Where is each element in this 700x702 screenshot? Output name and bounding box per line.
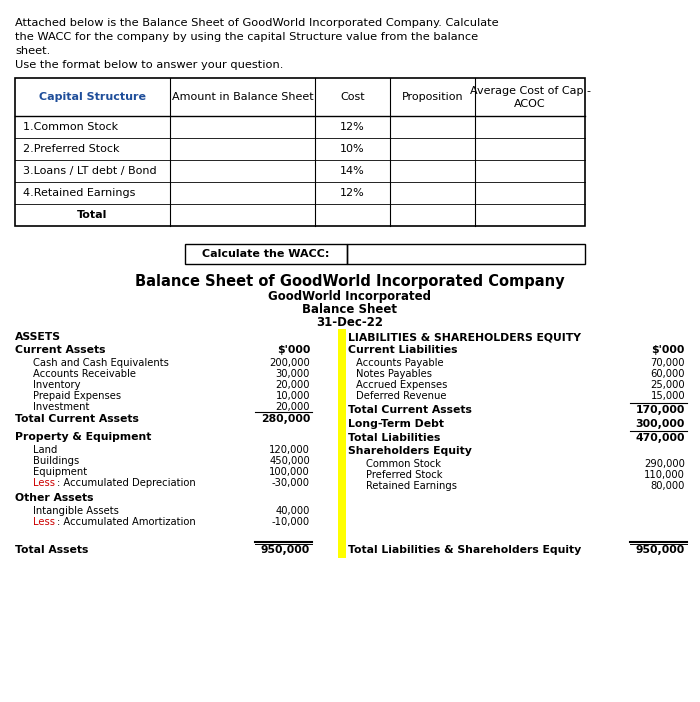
Text: ASSETS: ASSETS	[15, 332, 61, 342]
Text: 70,000: 70,000	[650, 358, 685, 368]
Text: -30,000: -30,000	[272, 478, 310, 488]
Text: Total Assets: Total Assets	[15, 545, 88, 555]
Text: Balance Sheet: Balance Sheet	[302, 303, 398, 316]
Text: 120,000: 120,000	[269, 445, 310, 455]
Text: Total Liabilities & Shareholders Equity: Total Liabilities & Shareholders Equity	[348, 545, 581, 555]
Text: 80,000: 80,000	[650, 481, 685, 491]
Text: Equipment: Equipment	[33, 467, 87, 477]
Text: Cost: Cost	[340, 92, 365, 102]
Text: Other Assets: Other Assets	[15, 493, 94, 503]
Text: 40,000: 40,000	[276, 506, 310, 516]
Text: Notes Payables: Notes Payables	[356, 369, 432, 379]
Text: 450,000: 450,000	[270, 456, 310, 466]
Text: Intangible Assets: Intangible Assets	[33, 506, 119, 516]
Text: 290,000: 290,000	[644, 459, 685, 469]
Text: Current Liabilities: Current Liabilities	[348, 345, 458, 355]
Text: 200,000: 200,000	[270, 358, 310, 368]
Text: Buildings: Buildings	[33, 456, 79, 466]
Text: : Accumulated Depreciation: : Accumulated Depreciation	[57, 478, 196, 488]
Text: ACOC: ACOC	[514, 99, 546, 109]
Text: 10%: 10%	[340, 144, 365, 154]
Text: Investment: Investment	[33, 402, 90, 412]
Text: Balance Sheet of GoodWorld Incorporated Company: Balance Sheet of GoodWorld Incorporated …	[135, 274, 565, 289]
Text: Total Current Assets: Total Current Assets	[348, 405, 472, 415]
Text: 100,000: 100,000	[270, 467, 310, 477]
Text: 30,000: 30,000	[276, 369, 310, 379]
Bar	[347, 244, 585, 264]
Bar	[185, 244, 347, 264]
Text: Use the format below to answer your question.: Use the format below to answer your ques…	[15, 60, 284, 70]
Text: 20,000: 20,000	[276, 402, 310, 412]
Text: Land: Land	[33, 445, 57, 455]
Text: $'000: $'000	[652, 345, 685, 355]
Text: Cash and Cash Equivalents: Cash and Cash Equivalents	[33, 358, 169, 368]
Text: Retained Earnings: Retained Earnings	[366, 481, 457, 491]
Text: Average Cost of Cap -: Average Cost of Cap -	[470, 86, 591, 96]
Text: 300,000: 300,000	[636, 419, 685, 429]
Text: Deferred Revenue: Deferred Revenue	[356, 391, 447, 401]
Text: Total Current Assets: Total Current Assets	[15, 414, 139, 424]
Text: Long-Term Debt: Long-Term Debt	[348, 419, 444, 429]
Text: 3.Loans / LT debt / Bond: 3.Loans / LT debt / Bond	[23, 166, 157, 176]
Text: Calculate the WACC:: Calculate the WACC:	[202, 249, 330, 259]
Text: Common Stock: Common Stock	[366, 459, 441, 469]
Text: sheet.: sheet.	[15, 46, 50, 56]
Text: 60,000: 60,000	[650, 369, 685, 379]
Text: Accrued Expenses: Accrued Expenses	[356, 380, 447, 390]
Text: Amount in Balance Sheet: Amount in Balance Sheet	[172, 92, 314, 102]
Text: Less: Less	[33, 517, 55, 527]
Text: 470,000: 470,000	[636, 433, 685, 443]
Text: : Accumulated Amortization: : Accumulated Amortization	[57, 517, 196, 527]
Text: LIABILITIES & SHAREHOLDERS EQUITY: LIABILITIES & SHAREHOLDERS EQUITY	[348, 332, 581, 342]
Text: Total Liabilities: Total Liabilities	[348, 433, 440, 443]
Text: Proposition: Proposition	[402, 92, 463, 102]
Text: 25,000: 25,000	[650, 380, 685, 390]
Text: Attached below is the Balance Sheet of GoodWorld Incorporated Company. Calculate: Attached below is the Balance Sheet of G…	[15, 18, 498, 28]
Text: Accounts Payable: Accounts Payable	[356, 358, 444, 368]
Text: Inventory: Inventory	[33, 380, 80, 390]
Text: 20,000: 20,000	[276, 380, 310, 390]
Text: Current Assets: Current Assets	[15, 345, 106, 355]
Text: Less: Less	[33, 478, 55, 488]
Text: Accounts Receivable: Accounts Receivable	[33, 369, 136, 379]
Text: Preferred Stock: Preferred Stock	[366, 470, 442, 480]
Bar	[338, 329, 346, 558]
Text: 280,000: 280,000	[260, 414, 310, 424]
Text: the WACC for the company by using the capital Structure value from the balance: the WACC for the company by using the ca…	[15, 32, 478, 42]
Text: GoodWorld Incorporated: GoodWorld Incorporated	[269, 290, 431, 303]
Text: Capital Structure: Capital Structure	[39, 92, 146, 102]
Text: 2.Preferred Stock: 2.Preferred Stock	[23, 144, 120, 154]
Text: Total: Total	[77, 210, 108, 220]
Text: 15,000: 15,000	[650, 391, 685, 401]
Text: Shareholders Equity: Shareholders Equity	[348, 446, 472, 456]
Text: $'000: $'000	[276, 345, 310, 355]
Text: 4.Retained Earnings: 4.Retained Earnings	[23, 188, 135, 198]
Text: Prepaid Expenses: Prepaid Expenses	[33, 391, 121, 401]
Text: 110,000: 110,000	[644, 470, 685, 480]
Text: 1.Common Stock: 1.Common Stock	[23, 122, 118, 132]
Text: 31-Dec-22: 31-Dec-22	[316, 316, 384, 329]
Text: 170,000: 170,000	[636, 405, 685, 415]
Text: Property & Equipment: Property & Equipment	[15, 432, 151, 442]
Text: 12%: 12%	[340, 188, 365, 198]
Text: 950,000: 950,000	[636, 545, 685, 555]
Text: 14%: 14%	[340, 166, 365, 176]
Bar	[15, 78, 585, 226]
Text: -10,000: -10,000	[272, 517, 310, 527]
Text: 950,000: 950,000	[260, 545, 310, 555]
Text: 10,000: 10,000	[276, 391, 310, 401]
Text: 12%: 12%	[340, 122, 365, 132]
